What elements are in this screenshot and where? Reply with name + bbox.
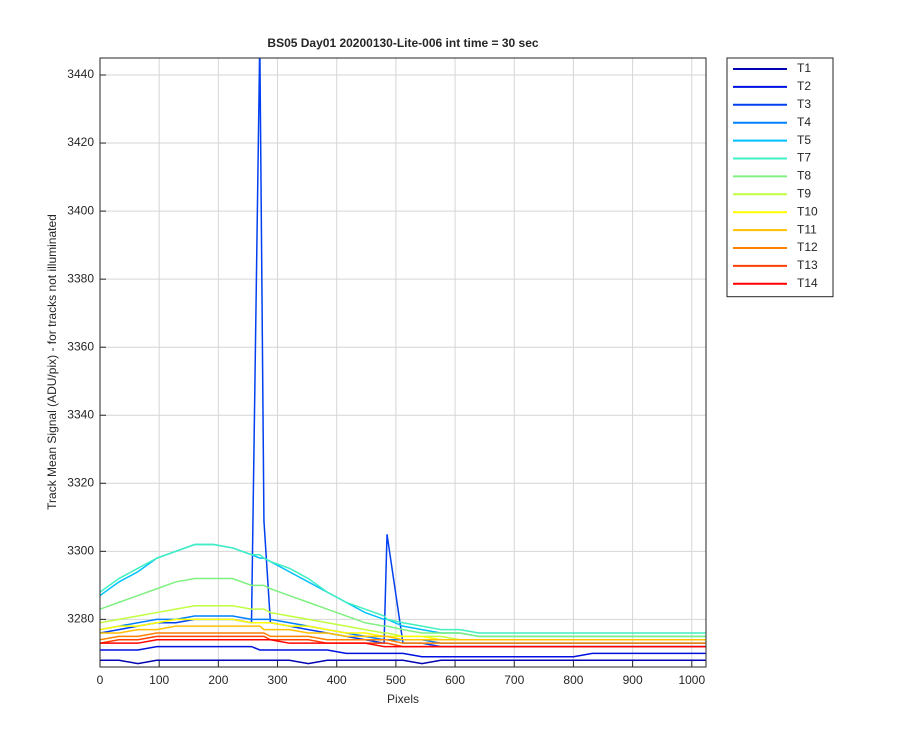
legend-label: T1 bbox=[797, 61, 811, 75]
legend-label: T13 bbox=[797, 258, 818, 272]
chart-title: BS05 Day01 20200130-Lite-006 int time = … bbox=[267, 36, 538, 50]
y-tick-label: 3400 bbox=[67, 203, 94, 217]
legend-label: T5 bbox=[797, 133, 811, 147]
y-axis-label: Track Mean Signal (ADU/pix) - for tracks… bbox=[45, 214, 59, 510]
legend-label: T14 bbox=[797, 276, 818, 290]
legend-label: T3 bbox=[797, 97, 811, 111]
legend-label: T7 bbox=[797, 151, 811, 165]
y-tick-label: 3360 bbox=[67, 339, 94, 353]
y-tick-label: 3320 bbox=[67, 475, 94, 489]
legend-label: T8 bbox=[797, 169, 811, 183]
x-tick-label: 900 bbox=[623, 673, 643, 687]
x-tick-label: 500 bbox=[386, 673, 406, 687]
plot-area bbox=[100, 58, 706, 667]
series-line bbox=[100, 577, 706, 638]
x-tick-label: 0 bbox=[97, 673, 104, 687]
y-tick-label: 3380 bbox=[67, 271, 94, 285]
legend-label: T11 bbox=[797, 222, 817, 236]
x-tick-label: 300 bbox=[268, 673, 288, 687]
series-line bbox=[100, 625, 706, 641]
legend-label: T10 bbox=[797, 204, 818, 218]
y-tick-label: 3440 bbox=[67, 67, 94, 81]
series-line bbox=[100, 543, 706, 634]
x-tick-label: 700 bbox=[504, 673, 524, 687]
y-tick-label: 3300 bbox=[67, 543, 94, 557]
x-tick-label: 400 bbox=[327, 673, 347, 687]
y-tick-label: 3420 bbox=[67, 135, 94, 149]
series-line bbox=[100, 639, 706, 648]
y-tick-label: 3280 bbox=[67, 612, 94, 626]
legend-label: T9 bbox=[797, 186, 811, 200]
x-tick-label: 1000 bbox=[678, 673, 705, 687]
x-tick-label: 200 bbox=[208, 673, 228, 687]
axes-box bbox=[99, 57, 707, 668]
y-tick-label: 3340 bbox=[67, 407, 94, 421]
series-line bbox=[100, 645, 706, 658]
x-tick-label: 100 bbox=[149, 673, 169, 687]
x-tick-label: 800 bbox=[563, 673, 583, 687]
plot-lines bbox=[100, 58, 706, 665]
legend-label: T4 bbox=[797, 115, 811, 129]
legend-label: T12 bbox=[797, 240, 818, 254]
series-line bbox=[100, 659, 706, 665]
series-line bbox=[100, 632, 706, 644]
legend-label: T2 bbox=[797, 79, 811, 93]
x-axis-label: Pixels bbox=[387, 692, 419, 706]
x-tick-label: 600 bbox=[445, 673, 465, 687]
